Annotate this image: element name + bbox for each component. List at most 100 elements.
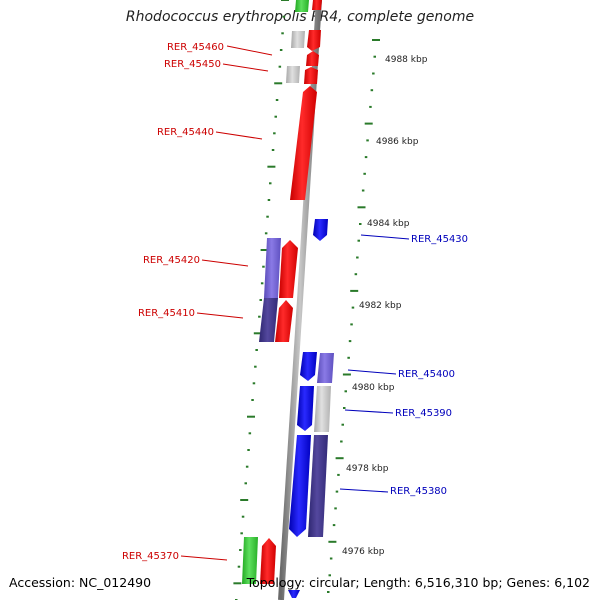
tick-mark (342, 373, 351, 376)
dot-mark (255, 349, 258, 351)
gene-label-rer-45400: RER_45400 (398, 369, 455, 380)
gene-purple-45400 (317, 353, 334, 383)
gene-red-45370 (260, 538, 276, 584)
dot-mark (341, 423, 344, 426)
gene-red-45460 (307, 30, 321, 51)
gene-red-45420 (279, 240, 298, 298)
dot-mark (329, 557, 333, 560)
dot-mark (273, 132, 276, 135)
dot-mark (264, 232, 268, 235)
dot-mark (332, 524, 336, 527)
gene-blue-45430 (313, 219, 328, 241)
dot-mark (258, 315, 261, 318)
dot-mark (267, 199, 271, 201)
tick-mark (372, 39, 380, 41)
gene-green-45370 (242, 537, 258, 584)
tick-mark (350, 289, 359, 292)
gene-purple-45420 (264, 238, 281, 298)
dot-mark (366, 139, 369, 142)
dot-mark (351, 306, 355, 309)
genome-summary-text: Topology: circular; Length: 6,516,310 bp… (246, 575, 590, 590)
gene-grey-45450 (286, 66, 300, 83)
dot-mark (245, 465, 249, 468)
dot-mark (363, 172, 366, 175)
dot-mark (357, 239, 360, 242)
dot-mark (335, 490, 339, 493)
dot-mark (369, 105, 372, 108)
axis-tick-label: 4982 kbp (359, 301, 402, 311)
gene-label-rer-45430: RER_45430 (411, 234, 468, 245)
dot-mark (359, 223, 362, 225)
gene-grey-45460 (291, 31, 305, 48)
gene-red-45410 (275, 300, 293, 342)
gene-red-45450-b (304, 67, 318, 84)
tick-mark (328, 540, 337, 543)
dot-mark (370, 89, 374, 92)
leader-line (226, 45, 273, 56)
gene-blue-bottom (288, 590, 300, 598)
dot-mark (327, 591, 330, 593)
gene-label-rer-45450: RER_45450 (164, 59, 221, 70)
gene-dpurple-45380 (308, 435, 328, 537)
tick-mark (253, 332, 262, 335)
dot-mark (241, 515, 245, 518)
gene-red-45440 (290, 86, 317, 200)
dot-mark (343, 407, 346, 409)
dot-mark (266, 215, 269, 218)
leader-line (344, 409, 394, 414)
tick-mark (281, 0, 289, 1)
dot-mark (279, 49, 283, 51)
dot-mark (364, 156, 368, 159)
dot-mark (237, 565, 241, 568)
tick-mark (267, 165, 276, 168)
dot-mark (372, 72, 375, 75)
dot-mark (347, 356, 350, 359)
dot-mark (274, 115, 277, 118)
dot-mark (262, 265, 265, 268)
dot-mark (340, 440, 343, 443)
tick-mark (233, 582, 242, 585)
dot-mark (240, 532, 243, 535)
axis-tick-label: 4984 kbp (367, 219, 410, 229)
axis-tick-label: 4980 kbp (352, 383, 395, 393)
tick-mark (335, 457, 344, 460)
reverse-strand-genes (288, 219, 334, 598)
axis-tick-label: 4976 kbp (342, 547, 385, 557)
dot-mark (344, 390, 347, 393)
gene-dpurple-45410 (259, 298, 278, 342)
dot-mark (282, 15, 286, 18)
leader-line (222, 63, 269, 72)
gene-label-rer-45370: RER_45370 (122, 551, 179, 562)
dot-mark (354, 273, 358, 276)
gene-blue-45400 (300, 352, 317, 381)
dot-mark (348, 340, 352, 343)
dot-mark (271, 149, 275, 151)
axis-tick-label: 4988 kbp (385, 55, 428, 65)
gene-red-45450-a (306, 51, 319, 66)
tick-mark (260, 249, 269, 251)
gene-green-top (295, 0, 309, 12)
gene-red-top (312, 0, 322, 10)
gene-labels: RER_45460 RER_45450 RER_45440 RER_45420 … (122, 42, 468, 562)
leader-line (196, 312, 244, 319)
tick-mark (247, 415, 255, 418)
axis-ticks: 4988 kbp 4986 kbp 4984 kbp 4982 kbp 4980… (342, 55, 428, 557)
dot-mark (350, 323, 353, 326)
leader-line (201, 259, 249, 267)
leader-line (180, 555, 228, 561)
dot-mark (244, 482, 247, 485)
axis-tick-label: 4986 kbp (376, 137, 419, 147)
gene-blue-45390 (297, 386, 314, 431)
dot-mark (334, 507, 337, 510)
forward-strand-genes (242, 0, 322, 584)
dot-mark (254, 365, 257, 368)
gene-label-rer-45410: RER_45410 (138, 308, 195, 319)
dot-mark (248, 432, 252, 435)
gene-grey-45390 (314, 386, 331, 432)
dot-mark (251, 399, 254, 401)
axis-tick-label: 4978 kbp (346, 464, 389, 474)
dot-mark (260, 282, 264, 285)
tick-mark (364, 122, 373, 125)
leader-line (360, 234, 410, 240)
